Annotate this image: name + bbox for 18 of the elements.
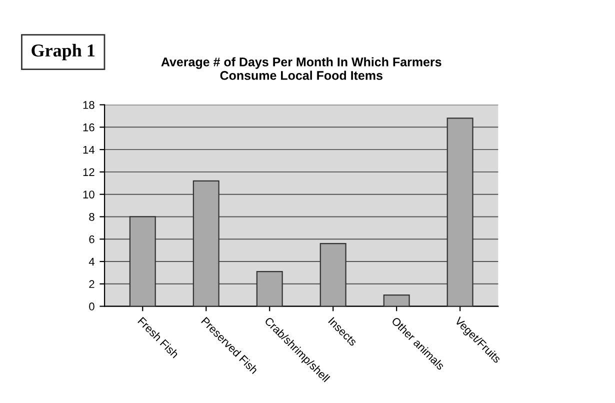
y-tick-label: 18: [83, 101, 94, 109]
y-tick-label: 2: [89, 280, 94, 288]
y-tick-label: 12: [83, 168, 94, 176]
bar: [446, 118, 474, 306]
y-tick-label: 8: [89, 212, 94, 221]
y-tick-label: 4: [88, 258, 95, 266]
y-tick-label: 0: [89, 302, 94, 310]
bar: [383, 294, 410, 306]
bar: [320, 243, 346, 306]
y-tick-label: 10: [83, 190, 94, 198]
bar: [192, 180, 220, 306]
y-tick-label: 6: [89, 235, 94, 244]
y-tick-label: 14: [83, 146, 95, 154]
chart-title: Average # of Days Per Month In Which Farmers Consume Local Food Items: [161, 57, 442, 80]
y-tick-label: 16: [83, 123, 94, 132]
bar: [256, 271, 283, 306]
bar: [129, 216, 156, 306]
caption: Graph 1: [32, 44, 95, 60]
